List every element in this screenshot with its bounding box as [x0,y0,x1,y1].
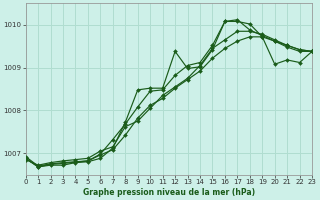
X-axis label: Graphe pression niveau de la mer (hPa): Graphe pression niveau de la mer (hPa) [83,188,255,197]
